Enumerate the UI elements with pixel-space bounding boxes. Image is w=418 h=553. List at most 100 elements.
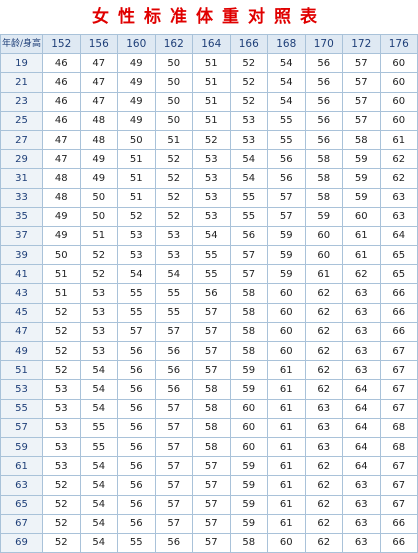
weight-cell: 52	[229, 53, 268, 74]
height-header: 172	[342, 33, 381, 55]
weight-cell: 56	[154, 379, 193, 400]
weight-cell: 56	[154, 532, 193, 553]
weight-cell: 61	[267, 475, 306, 496]
weight-cell: 65	[379, 245, 418, 266]
age-cell: 55	[0, 398, 43, 419]
age-cell: 37	[0, 225, 43, 247]
weight-cell: 59	[229, 379, 268, 400]
weight-cell: 63	[342, 321, 381, 343]
weight-cell: 58	[229, 321, 268, 343]
weight-cell: 65	[379, 264, 418, 285]
weight-cell: 61	[267, 494, 306, 515]
age-cell: 61	[0, 456, 43, 477]
weight-cell: 48	[79, 129, 118, 151]
weight-cell: 63	[379, 187, 418, 208]
weight-cell: 62	[304, 321, 343, 343]
height-header: 164	[192, 33, 231, 55]
weight-cell: 64	[379, 225, 418, 247]
table-row: 31 48 49 51 52 53 54 56 58 59 62	[0, 168, 418, 189]
table-row: 39 50 52 53 53 55 57 59 60 61 65	[0, 245, 418, 266]
weight-cell: 52	[154, 206, 193, 227]
weight-cell: 57	[192, 360, 231, 381]
weight-cell: 61	[267, 398, 306, 419]
weight-cell: 53	[79, 302, 118, 323]
weight-cell: 57	[342, 53, 381, 74]
weight-cell: 54	[79, 513, 118, 534]
table-row: 27 47 48 50 51 52 53 55 56 58 61	[0, 129, 418, 151]
weight-cell: 56	[117, 398, 156, 419]
table-row: 49 52 53 56 56 57 58 60 62 63 67	[0, 340, 418, 362]
weight-cell: 52	[154, 187, 193, 208]
weight-cell: 55	[79, 436, 118, 458]
weight-cell: 56	[304, 110, 343, 131]
weight-cell: 52	[192, 129, 231, 151]
weight-cell: 53	[42, 417, 81, 438]
weight-cell: 53	[229, 129, 268, 151]
corner-header: 年龄/身高	[0, 33, 43, 55]
weight-cell: 51	[154, 129, 193, 151]
weight-cell: 50	[154, 110, 193, 131]
weight-cell: 49	[79, 149, 118, 170]
table-row: 69 52 54 55 56 57 58 60 62 63 66	[0, 532, 418, 553]
age-cell: 39	[0, 245, 43, 266]
weight-cell: 63	[342, 360, 381, 381]
weight-cell: 64	[342, 456, 381, 477]
weight-cell: 56	[192, 283, 231, 304]
weight-cell: 57	[192, 456, 231, 477]
weight-cell: 47	[79, 53, 118, 74]
weight-cell: 63	[342, 283, 381, 304]
weight-cell: 53	[192, 149, 231, 170]
age-cell: 53	[0, 379, 43, 400]
weight-cell: 47	[42, 149, 81, 170]
weight-cell: 58	[304, 187, 343, 208]
weight-cell: 63	[304, 436, 343, 458]
weight-cell: 58	[304, 149, 343, 170]
weight-cell: 54	[79, 494, 118, 515]
weight-cell: 54	[79, 475, 118, 496]
weight-cell: 60	[379, 110, 418, 131]
weight-cell: 55	[267, 110, 306, 131]
weight-cell: 58	[229, 283, 268, 304]
table-row: 55 53 54 56 57 58 60 61 63 64 67	[0, 398, 418, 419]
height-header: 156	[79, 33, 118, 55]
height-header: 160	[117, 33, 156, 55]
weight-cell: 57	[342, 110, 381, 131]
weight-cell: 64	[342, 436, 381, 458]
table-row: 43 51 53 55 55 56 58 60 62 63 66	[0, 283, 418, 304]
weight-cell: 62	[304, 494, 343, 515]
weight-cell: 50	[154, 91, 193, 112]
weight-cell: 53	[42, 398, 81, 419]
weight-cell: 52	[42, 340, 81, 362]
weight-cell: 55	[192, 264, 231, 285]
age-cell: 31	[0, 168, 43, 189]
weight-cell: 53	[192, 206, 231, 227]
weight-cell: 62	[379, 149, 418, 170]
weight-cell: 53	[117, 225, 156, 247]
age-cell: 21	[0, 72, 43, 93]
weight-cell: 53	[79, 283, 118, 304]
weight-cell: 49	[117, 53, 156, 74]
table-row: 57 53 55 56 57 58 60 61 63 64 68	[0, 417, 418, 438]
weight-cell: 57	[192, 513, 231, 534]
weight-cell: 63	[379, 206, 418, 227]
weight-cell: 49	[117, 91, 156, 112]
weight-cell: 67	[379, 360, 418, 381]
weight-cell: 54	[267, 91, 306, 112]
weight-cell: 64	[342, 379, 381, 400]
weight-cell: 53	[192, 168, 231, 189]
table-row: 29 47 49 51 52 53 54 56 58 59 62	[0, 149, 418, 170]
weight-cell: 52	[42, 494, 81, 515]
weight-cell: 55	[229, 206, 268, 227]
table-row: 45 52 53 55 55 57 58 60 62 63 66	[0, 302, 418, 323]
weight-cell: 52	[154, 149, 193, 170]
weight-cell: 54	[79, 398, 118, 419]
age-cell: 67	[0, 513, 43, 534]
weight-cell: 60	[304, 245, 343, 266]
weight-cell: 56	[117, 379, 156, 400]
age-cell: 69	[0, 532, 43, 553]
weight-cell: 62	[379, 168, 418, 189]
age-cell: 19	[0, 53, 43, 74]
weight-cell: 48	[79, 110, 118, 131]
weight-cell: 51	[192, 110, 231, 131]
weight-cell: 56	[154, 360, 193, 381]
